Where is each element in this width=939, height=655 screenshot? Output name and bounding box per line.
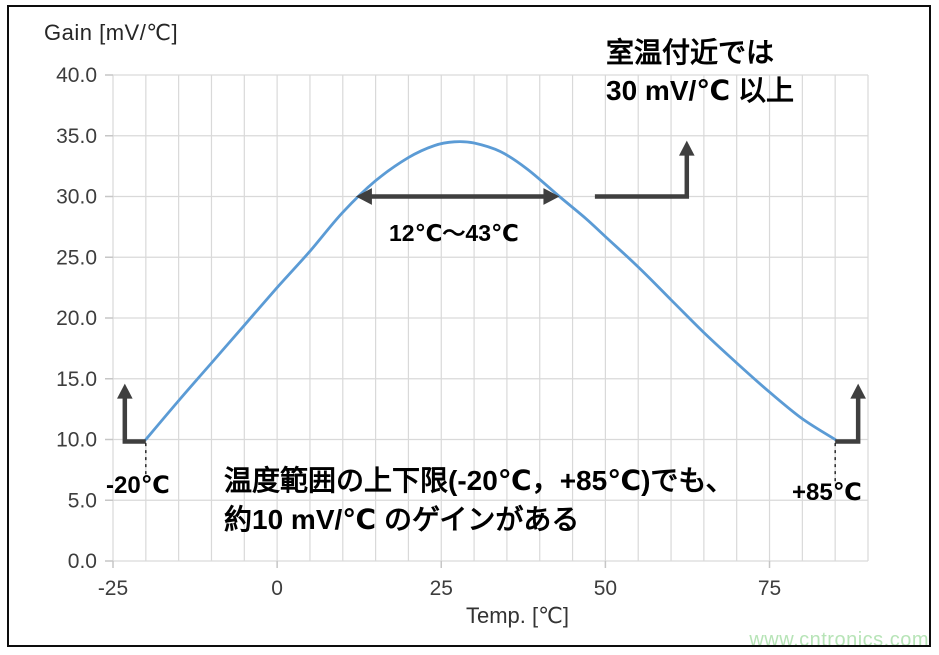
room-elbow-arrow-line bbox=[594, 152, 690, 199]
y-tick-label: 35.0 bbox=[56, 125, 97, 148]
x-tick-label: 50 bbox=[594, 577, 617, 600]
x-tick-label: -25 bbox=[98, 577, 128, 600]
gain-curve bbox=[144, 140, 837, 441]
y-tick-label: 10.0 bbox=[56, 429, 97, 452]
x-tick-label: 75 bbox=[758, 577, 781, 600]
left-endpoint-arrow-head bbox=[117, 383, 133, 399]
y-tick-label: 25.0 bbox=[56, 246, 97, 269]
left-endpoint-label: -20℃ bbox=[106, 472, 170, 499]
room-temp-annotation-line1: 室温付近では bbox=[606, 37, 775, 68]
room-elbow-arrow-head bbox=[679, 140, 695, 156]
limits-annotation-line1: 温度範囲の上下限(-20℃，+85℃)でも、 bbox=[224, 465, 734, 496]
room-temp-annotation-line2: 30 mV/℃ 以上 bbox=[606, 75, 794, 106]
y-tick-label: 30.0 bbox=[56, 186, 97, 209]
range-arrow-head-left bbox=[355, 188, 372, 205]
y-tick-label: 15.0 bbox=[56, 368, 97, 391]
chart-title: Gain [mV/℃] bbox=[44, 20, 179, 45]
range-arrow-head-right bbox=[543, 188, 560, 205]
x-tick-label: 25 bbox=[430, 577, 453, 600]
y-tick-label: 5.0 bbox=[68, 489, 97, 512]
watermark: www.cntronics.com bbox=[749, 629, 929, 651]
y-tick-label: 40.0 bbox=[56, 64, 97, 87]
y-tick-label: 0.0 bbox=[68, 550, 97, 573]
limits-annotation: 温度範囲の上下限(-20℃，+85℃)でも、 約10 mV/℃ のゲインがある bbox=[224, 461, 734, 539]
temp-range-label: 12℃～43℃ bbox=[389, 220, 519, 246]
left-endpoint-arrow-line bbox=[122, 395, 146, 444]
right-endpoint-label: +85℃ bbox=[792, 479, 862, 506]
right-endpoint-arrow-head bbox=[850, 383, 866, 399]
y-tick-label: 20.0 bbox=[56, 307, 97, 330]
x-axis-title: Temp. [℃] bbox=[466, 603, 569, 628]
limits-annotation-line2: 約10 mV/℃ のゲインがある bbox=[224, 504, 580, 535]
room-temp-annotation: 室温付近では 30 mV/℃ 以上 bbox=[606, 34, 794, 110]
x-tick-label: 0 bbox=[271, 577, 283, 600]
right-endpoint-arrow-line bbox=[835, 395, 861, 444]
